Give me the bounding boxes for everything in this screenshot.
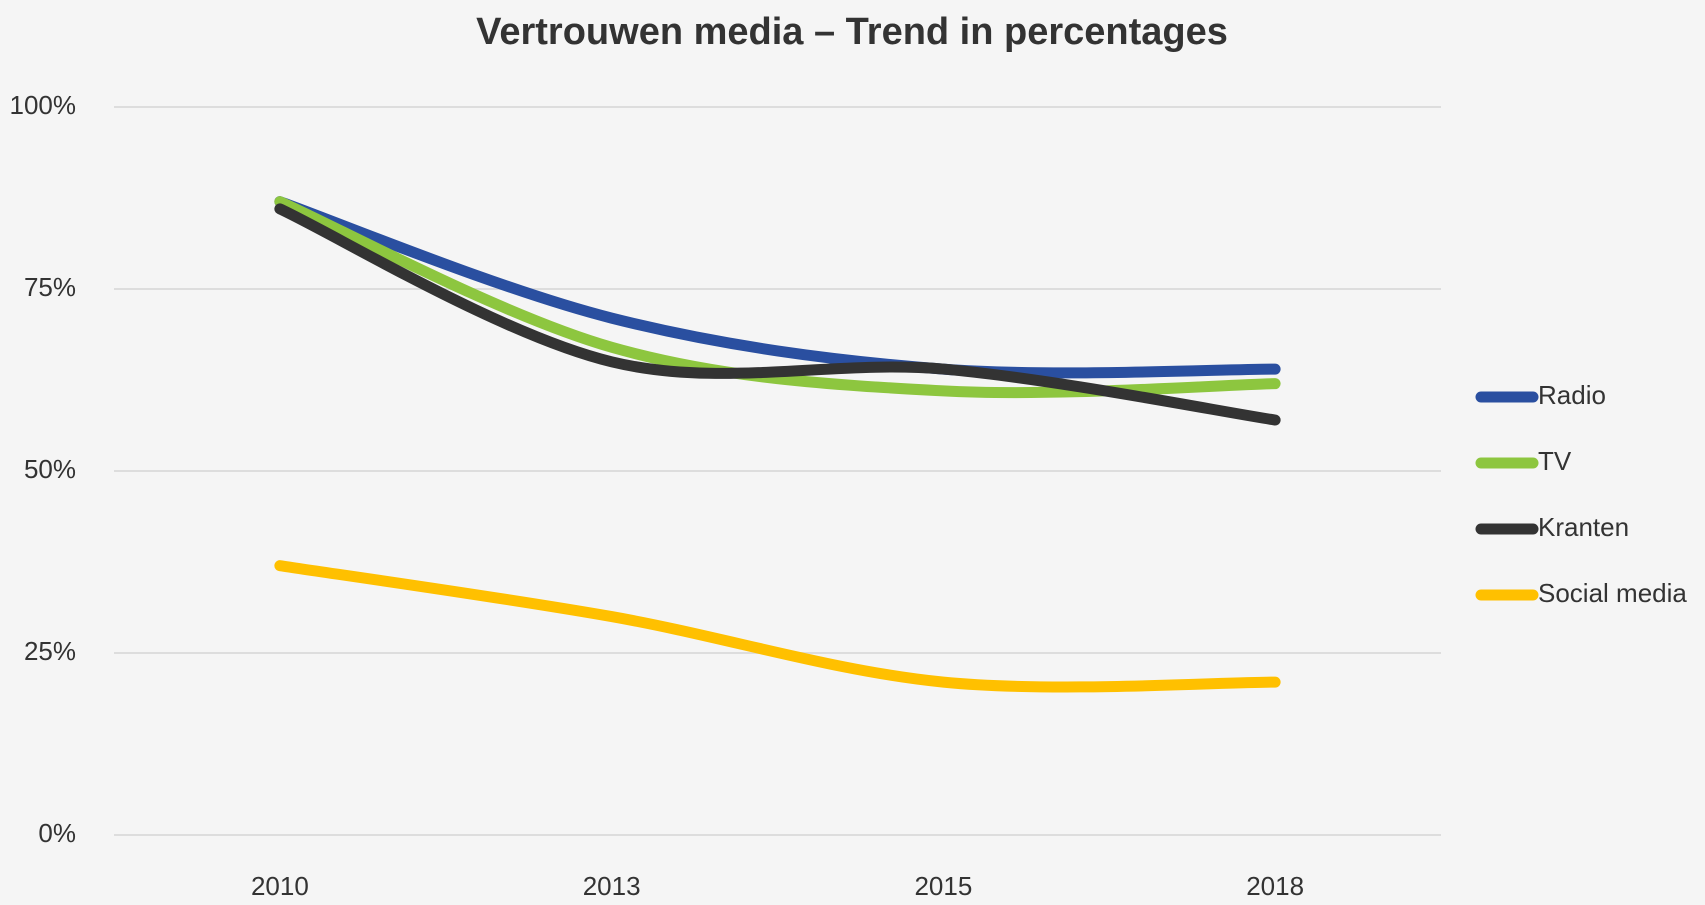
x-tick-label: 2010 <box>251 871 309 901</box>
y-tick-label: 100% <box>10 90 77 120</box>
legend-label: Radio <box>1538 380 1606 410</box>
line <box>274 560 1281 693</box>
x-tick-label: 2015 <box>914 871 972 901</box>
line <box>274 196 1281 379</box>
legend-label: Kranten <box>1538 512 1629 542</box>
y-tick-label: 25% <box>24 636 76 666</box>
legend-label: Social media <box>1538 578 1687 608</box>
y-tick-label: 0% <box>38 818 76 848</box>
legend-label: TV <box>1538 446 1572 476</box>
x-tick-label: 2013 <box>583 871 641 901</box>
chart-title: Vertrouwen media – Trend in percentages <box>476 11 1228 53</box>
line <box>274 203 1281 426</box>
x-tick-label: 2018 <box>1246 871 1304 901</box>
y-tick-label: 75% <box>24 272 76 302</box>
y-tick-label: 50% <box>24 454 76 484</box>
